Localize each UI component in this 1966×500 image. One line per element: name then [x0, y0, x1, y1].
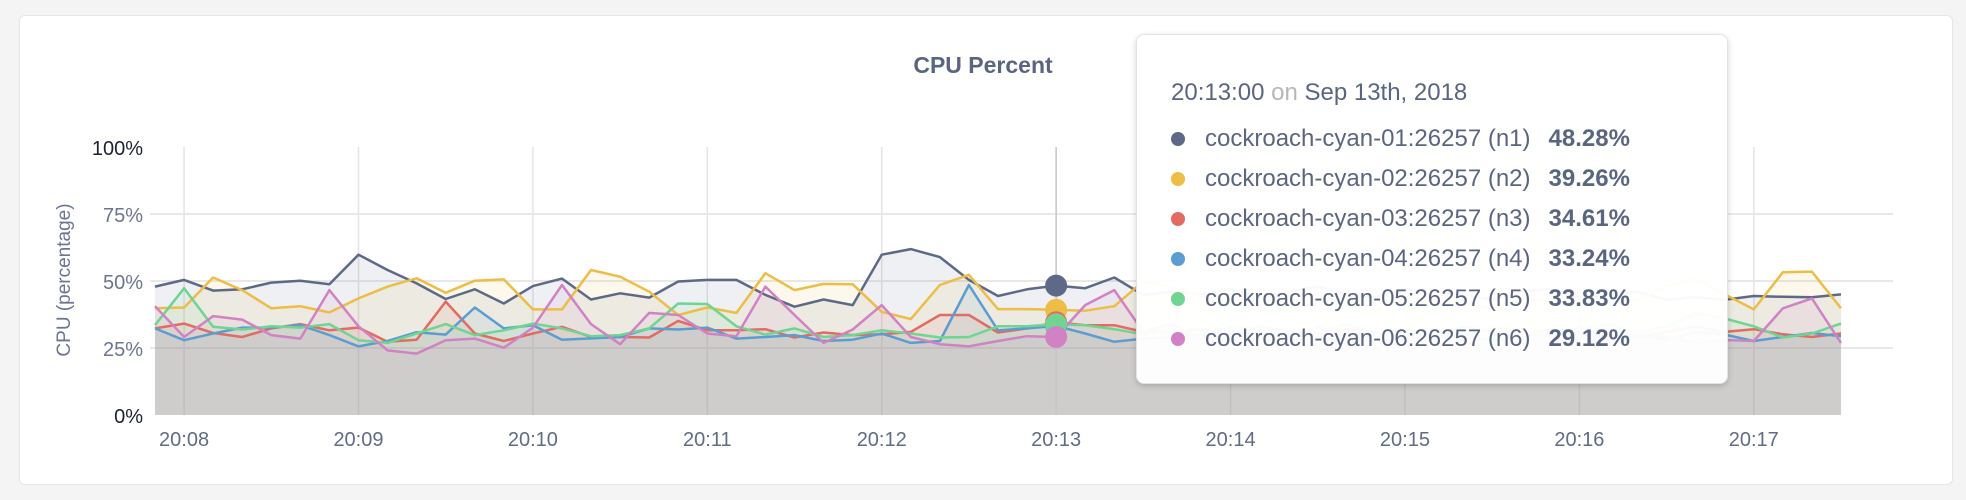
- x-tick-label: 20:11: [683, 429, 732, 451]
- series-color-dot-icon: [1171, 332, 1185, 346]
- y-tick-label: 25%: [103, 339, 143, 361]
- x-tick-label: 20:09: [333, 429, 383, 451]
- x-tick-label: 20:08: [159, 429, 209, 451]
- tooltip-series-value: 48.28%: [1548, 125, 1630, 152]
- y-tick-label: 100%: [92, 138, 143, 160]
- series-color-dot-icon: [1171, 172, 1185, 186]
- x-tick-label: 20:16: [1554, 429, 1604, 451]
- y-tick-label: 0%: [114, 406, 143, 428]
- x-tick-label: 20:15: [1380, 429, 1430, 451]
- tooltip-series-value: 29.12%: [1548, 325, 1630, 352]
- x-tick-label: 20:10: [508, 429, 558, 451]
- tooltip-series-value: 34.61%: [1548, 205, 1630, 232]
- tooltip-time: 20:13:00: [1171, 79, 1265, 106]
- tooltip-row: cockroach-cyan-06:26257 (n6) 29.12%: [1171, 319, 1727, 359]
- tooltip-series-name: cockroach-cyan-02:26257 (n2): [1205, 165, 1531, 192]
- y-tick-label: 75%: [103, 205, 143, 227]
- series-color-dot-icon: [1171, 252, 1185, 266]
- y-axis-label: CPU (percentage): [54, 203, 75, 356]
- tooltip-series-name: cockroach-cyan-05:26257 (n5): [1205, 285, 1531, 312]
- chart-title: CPU Percent: [913, 52, 1053, 78]
- tooltip-series-value: 39.26%: [1548, 165, 1630, 192]
- tooltip-row: cockroach-cyan-01:26257 (n1) 48.28%: [1171, 119, 1727, 159]
- tooltip-date: Sep 13th, 2018: [1304, 79, 1468, 106]
- tooltip-row: cockroach-cyan-03:26257 (n3) 34.61%: [1171, 199, 1727, 239]
- tooltip-row: cockroach-cyan-02:26257 (n2) 39.26%: [1171, 159, 1727, 199]
- tooltip-row: cockroach-cyan-04:26257 (n4) 33.24%: [1171, 239, 1727, 279]
- tooltip-series-value: 33.24%: [1548, 245, 1630, 272]
- tooltip-series-name: cockroach-cyan-04:26257 (n4): [1205, 245, 1531, 272]
- x-tick-label: 20:12: [857, 429, 907, 451]
- tooltip-header: 20:13:00 on Sep 13th, 2018: [1171, 79, 1727, 107]
- hover-tooltip: 20:13:00 on Sep 13th, 2018 cockroach-cya…: [1136, 34, 1728, 384]
- x-tick-label: 20:17: [1729, 429, 1779, 451]
- series-color-dot-icon: [1171, 212, 1185, 226]
- hover-point-n6: [1045, 325, 1068, 348]
- tooltip-series-name: cockroach-cyan-03:26257 (n3): [1205, 205, 1531, 232]
- x-tick-label: 20:14: [1206, 429, 1256, 451]
- tooltip-series-value: 33.83%: [1548, 285, 1630, 312]
- series-area-n3: [155, 301, 1841, 415]
- y-tick-label: 50%: [103, 272, 143, 294]
- series-color-dot-icon: [1171, 132, 1185, 146]
- x-tick-label: 20:13: [1031, 429, 1081, 451]
- tooltip-row: cockroach-cyan-05:26257 (n5) 33.83%: [1171, 279, 1727, 319]
- series-color-dot-icon: [1171, 292, 1185, 306]
- tooltip-series-name: cockroach-cyan-01:26257 (n1): [1205, 125, 1531, 152]
- tooltip-series-name: cockroach-cyan-06:26257 (n6): [1205, 325, 1531, 352]
- hover-point-n1: [1045, 274, 1068, 297]
- tooltip-rows: cockroach-cyan-01:26257 (n1) 48.28% cockro…: [1171, 119, 1727, 359]
- tooltip-on: on: [1271, 79, 1298, 106]
